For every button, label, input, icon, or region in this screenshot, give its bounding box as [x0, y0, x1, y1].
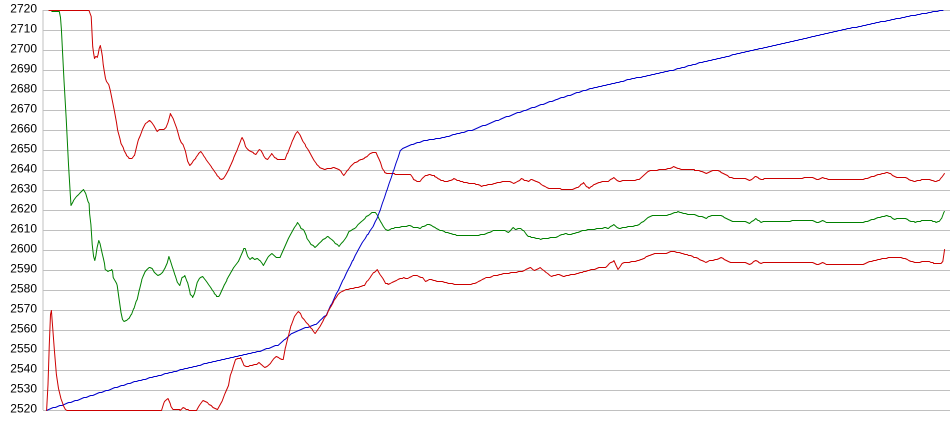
svg-text:2610: 2610: [10, 221, 37, 235]
svg-text:2590: 2590: [10, 261, 37, 275]
svg-text:2530: 2530: [10, 381, 37, 395]
svg-text:2670: 2670: [10, 101, 37, 115]
svg-text:2640: 2640: [10, 161, 37, 175]
svg-text:2520: 2520: [10, 401, 37, 415]
svg-text:2660: 2660: [10, 121, 37, 135]
svg-text:2680: 2680: [10, 81, 37, 95]
svg-text:2560: 2560: [10, 321, 37, 335]
svg-text:2580: 2580: [10, 281, 37, 295]
svg-text:2620: 2620: [10, 201, 37, 215]
svg-text:2700: 2700: [10, 41, 37, 55]
svg-text:2710: 2710: [10, 21, 37, 35]
svg-text:2540: 2540: [10, 361, 37, 375]
svg-text:2650: 2650: [10, 141, 37, 155]
svg-text:2550: 2550: [10, 341, 37, 355]
svg-text:2600: 2600: [10, 241, 37, 255]
svg-text:2570: 2570: [10, 301, 37, 315]
svg-text:2630: 2630: [10, 181, 37, 195]
svg-text:2720: 2720: [10, 1, 37, 15]
svg-text:2690: 2690: [10, 61, 37, 75]
